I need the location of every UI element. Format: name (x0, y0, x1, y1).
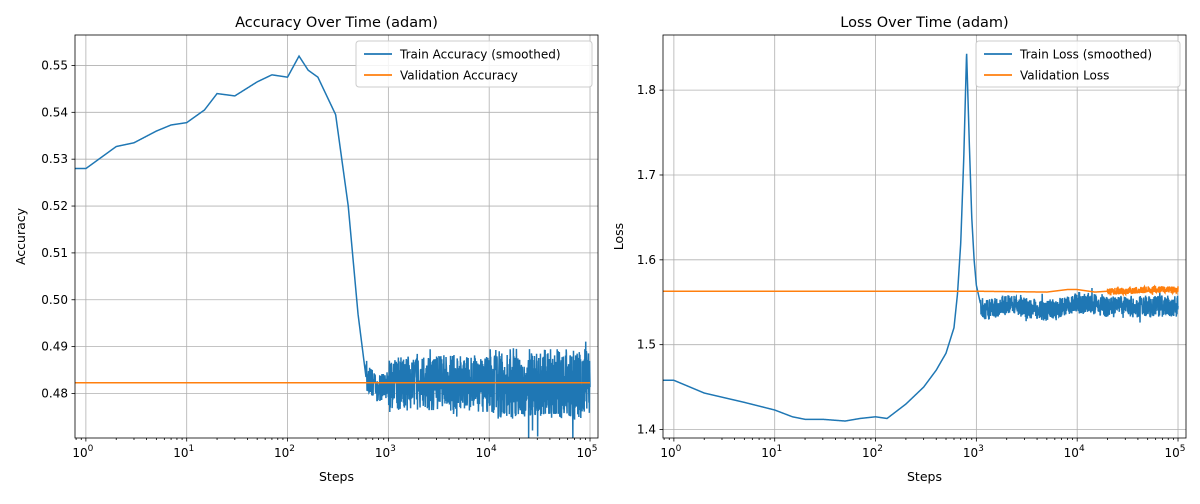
y-tick-label: 1.5 (637, 338, 656, 352)
x-tick-label: 102 (274, 444, 295, 460)
chart-panel-2: 100 101 102 103 104 105 1.4 1.5 1.6 1.7 1.8 Loss Ov… (611, 15, 1187, 484)
x-tick-label: 105 (1165, 444, 1186, 460)
y-tick-label: 0.51 (41, 246, 68, 260)
series-line-1 (663, 53, 1179, 422)
y-tick-label: 1.6 (637, 253, 656, 267)
legend: Train Accuracy (smoothed) Validation Accu… (355, 40, 593, 88)
series-line-1 (75, 54, 591, 438)
legend-label: Train Loss (smoothed) (1019, 48, 1152, 62)
x-axis-label: Steps (319, 469, 354, 484)
legend-label: Validation Loss (1020, 69, 1109, 83)
chart-title: Loss Over Time (adam) (840, 15, 1008, 31)
y-tick-label: 0.54 (41, 105, 68, 119)
y-tick-label: 1.4 (637, 423, 656, 437)
y-tick-label: 0.55 (41, 58, 68, 72)
x-tick-label: 104 (476, 444, 497, 460)
legend: Train Loss (smoothed) Validation Loss (975, 40, 1181, 88)
x-tick-label: 100 (660, 444, 681, 460)
y-tick-label: 1.8 (637, 83, 656, 97)
x-tick-label: 104 (1064, 444, 1085, 460)
chart-panel-1: 100 101 102 103 104 105 0.48 0.49 0.50 0.51 0.52 0.… (13, 15, 599, 484)
y-tick-label: 1.7 (637, 168, 656, 182)
y-tick-label: 0.48 (41, 386, 68, 400)
x-tick-label: 103 (375, 444, 396, 460)
y-tick-label: 0.50 (41, 293, 68, 307)
legend-box (355, 40, 593, 88)
legend-label: Train Accuracy (smoothed) (399, 48, 561, 62)
y-tick-label: 0.53 (41, 152, 68, 166)
x-tick-label: 105 (577, 444, 598, 460)
x-tick-label: 102 (862, 444, 883, 460)
legend-box (975, 40, 1181, 88)
plot-frame (662, 34, 1187, 439)
y-axis-label: Accuracy (13, 207, 28, 265)
y-tick-label: 0.49 (41, 340, 68, 354)
x-axis-label: Steps (907, 469, 942, 484)
plot-frame (74, 34, 599, 439)
y-axis-label: Loss (611, 223, 626, 250)
x-tick-label: 100 (72, 444, 93, 460)
chart-title: Accuracy Over Time (adam) (235, 15, 438, 31)
x-tick-label: 103 (963, 444, 984, 460)
legend-label: Validation Accuracy (400, 69, 518, 83)
x-tick-label: 101 (761, 444, 782, 460)
x-tick-label: 101 (173, 444, 194, 460)
series-line-2 (663, 284, 1179, 297)
y-tick-label: 0.52 (41, 199, 68, 213)
